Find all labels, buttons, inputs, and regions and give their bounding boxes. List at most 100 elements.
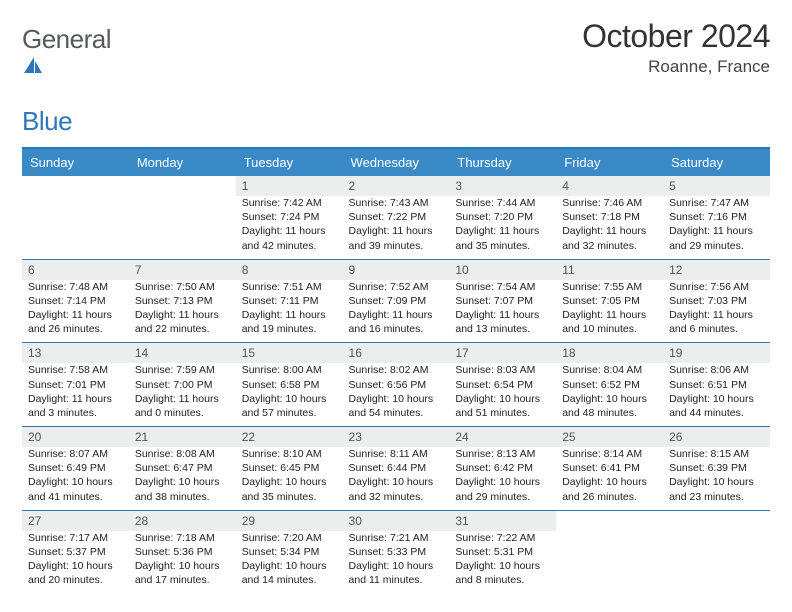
day-number-cell: 3	[449, 176, 556, 196]
day-number	[663, 511, 770, 517]
sunset-text: Sunset: 6:44 PM	[349, 461, 444, 475]
sunrise-text: Sunrise: 7:50 AM	[135, 280, 230, 294]
day-number: 14	[129, 343, 236, 363]
day-number: 21	[129, 427, 236, 447]
day-number: 28	[129, 511, 236, 531]
weekday-header: Sunday	[22, 149, 129, 176]
day-content-cell: Sunrise: 7:47 AMSunset: 7:16 PMDaylight:…	[663, 196, 770, 259]
daylight-text: Daylight: 11 hours and 29 minutes.	[669, 224, 764, 252]
day-number-row: 12345	[22, 176, 770, 196]
day-content-cell: Sunrise: 8:15 AMSunset: 6:39 PMDaylight:…	[663, 447, 770, 510]
day-number: 16	[343, 343, 450, 363]
day-number-cell: 5	[663, 176, 770, 196]
sunset-text: Sunset: 5:31 PM	[455, 545, 550, 559]
day-number-cell: 28	[129, 510, 236, 531]
day-number-cell: 30	[343, 510, 450, 531]
day-number	[556, 511, 663, 517]
daylight-text: Daylight: 11 hours and 6 minutes.	[669, 308, 764, 336]
sunset-text: Sunset: 5:37 PM	[28, 545, 123, 559]
sunrise-text: Sunrise: 7:43 AM	[349, 196, 444, 210]
day-number-cell: 25	[556, 427, 663, 448]
sunrise-text: Sunrise: 8:03 AM	[455, 363, 550, 377]
weekday-header: Saturday	[663, 149, 770, 176]
day-content-cell: Sunrise: 7:18 AMSunset: 5:36 PMDaylight:…	[129, 531, 236, 594]
sunset-text: Sunset: 7:14 PM	[28, 294, 123, 308]
day-content-cell: Sunrise: 8:03 AMSunset: 6:54 PMDaylight:…	[449, 363, 556, 426]
sunrise-text: Sunrise: 8:10 AM	[242, 447, 337, 461]
daylight-text: Daylight: 11 hours and 13 minutes.	[455, 308, 550, 336]
day-content-cell: Sunrise: 7:43 AMSunset: 7:22 PMDaylight:…	[343, 196, 450, 259]
day-number-cell: 7	[129, 259, 236, 280]
day-content-cell: Sunrise: 8:14 AMSunset: 6:41 PMDaylight:…	[556, 447, 663, 510]
day-number-cell: 8	[236, 259, 343, 280]
daylight-text: Daylight: 10 hours and 48 minutes.	[562, 392, 657, 420]
day-number-row: 6789101112	[22, 259, 770, 280]
sunset-text: Sunset: 7:11 PM	[242, 294, 337, 308]
day-number-cell: 13	[22, 343, 129, 364]
daylight-text: Daylight: 10 hours and 32 minutes.	[349, 475, 444, 503]
brand-logo: GeneralBlue	[22, 18, 111, 137]
day-number: 22	[236, 427, 343, 447]
daylight-text: Daylight: 11 hours and 10 minutes.	[562, 308, 657, 336]
sunrise-text: Sunrise: 7:48 AM	[28, 280, 123, 294]
day-content-cell: Sunrise: 8:13 AMSunset: 6:42 PMDaylight:…	[449, 447, 556, 510]
sunset-text: Sunset: 6:49 PM	[28, 461, 123, 475]
sunset-text: Sunset: 7:18 PM	[562, 210, 657, 224]
day-number: 26	[663, 427, 770, 447]
day-content-cell	[22, 196, 129, 259]
day-content-row: Sunrise: 7:42 AMSunset: 7:24 PM Daylight:…	[22, 196, 770, 259]
sunset-text: Sunset: 6:41 PM	[562, 461, 657, 475]
day-content-row: Sunrise: 7:17 AMSunset: 5:37 PMDaylight:…	[22, 531, 770, 594]
day-number-cell	[129, 176, 236, 196]
sunrise-text: Sunrise: 7:46 AM	[562, 196, 657, 210]
day-number-row: 13141516171819	[22, 343, 770, 364]
daylight-text: Daylight: 11 hours and 0 minutes.	[135, 392, 230, 420]
day-content-cell: Sunrise: 7:54 AMSunset: 7:07 PMDaylight:…	[449, 280, 556, 343]
day-number: 20	[22, 427, 129, 447]
day-number: 5	[663, 176, 770, 196]
sunrise-text: Sunrise: 7:42 AM	[242, 196, 337, 210]
location-label: Roanne, France	[582, 57, 770, 77]
sunrise-text: Sunrise: 8:14 AM	[562, 447, 657, 461]
day-content-cell: Sunrise: 8:02 AMSunset: 6:56 PMDaylight:…	[343, 363, 450, 426]
daylight-text: Daylight: 10 hours and 54 minutes.	[349, 392, 444, 420]
sunset-text: Sunset: 7:24 PM	[242, 210, 337, 224]
day-number: 17	[449, 343, 556, 363]
day-number-row: 20212223242526	[22, 427, 770, 448]
sunrise-text: Sunrise: 8:06 AM	[669, 363, 764, 377]
day-number-cell: 21	[129, 427, 236, 448]
sunset-text: Sunset: 7:22 PM	[349, 210, 444, 224]
weekday-header-row: Sunday Monday Tuesday Wednesday Thursday…	[22, 149, 770, 176]
day-content-cell: Sunrise: 7:48 AMSunset: 7:14 PMDaylight:…	[22, 280, 129, 343]
sunrise-text: Sunrise: 7:21 AM	[349, 531, 444, 545]
day-content-cell: Sunrise: 8:11 AMSunset: 6:44 PMDaylight:…	[343, 447, 450, 510]
sunset-text: Sunset: 5:34 PM	[242, 545, 337, 559]
sunset-text: Sunset: 6:56 PM	[349, 378, 444, 392]
day-number: 18	[556, 343, 663, 363]
day-content-row: Sunrise: 7:58 AMSunset: 7:01 PMDaylight:…	[22, 363, 770, 426]
sunrise-text: Sunrise: 8:04 AM	[562, 363, 657, 377]
day-number: 24	[449, 427, 556, 447]
day-number: 23	[343, 427, 450, 447]
sunset-text: Sunset: 6:51 PM	[669, 378, 764, 392]
day-number-cell: 22	[236, 427, 343, 448]
sunset-text: Sunset: 7:16 PM	[669, 210, 764, 224]
day-number: 2	[343, 176, 450, 196]
day-number-cell: 18	[556, 343, 663, 364]
day-number-cell: 29	[236, 510, 343, 531]
sunset-text: Sunset: 7:20 PM	[455, 210, 550, 224]
day-number: 29	[236, 511, 343, 531]
day-content-cell: Sunrise: 8:08 AMSunset: 6:47 PMDaylight:…	[129, 447, 236, 510]
day-number-cell: 1	[236, 176, 343, 196]
day-number: 10	[449, 260, 556, 280]
daylight-text: Daylight: 10 hours and 23 minutes.	[669, 475, 764, 503]
day-number: 27	[22, 511, 129, 531]
page: GeneralBlue October 2024 Roanne, France …	[0, 0, 792, 612]
day-number: 4	[556, 176, 663, 196]
sunset-text: Sunset: 6:54 PM	[455, 378, 550, 392]
daylight-text: Daylight: 10 hours and 29 minutes.	[455, 475, 550, 503]
sail-icon	[22, 55, 111, 75]
weekday-header: Friday	[556, 149, 663, 176]
sunset-text: Sunset: 6:39 PM	[669, 461, 764, 475]
sunset-text: Sunset: 6:47 PM	[135, 461, 230, 475]
